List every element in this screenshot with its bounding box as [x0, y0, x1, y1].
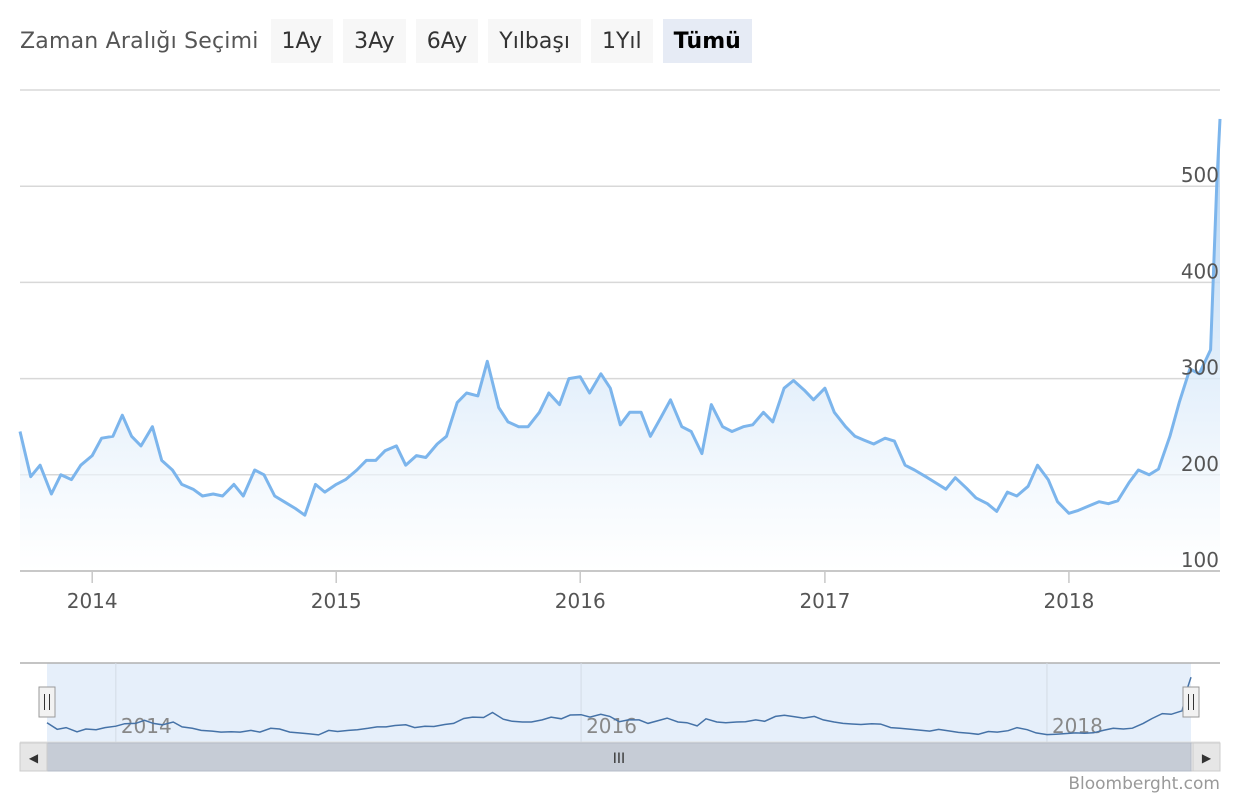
range-selector-label: Zaman Aralığı Seçimi [20, 28, 259, 54]
y-tick-label-200: 200 [1181, 452, 1219, 476]
range-button-all[interactable]: Tümü [662, 19, 752, 63]
navigator-selected-range [47, 663, 1191, 742]
y-tick-label-300: 300 [1181, 356, 1219, 380]
x-tick-label-2017: 2017 [799, 589, 850, 613]
range-button-3-months[interactable]: 3Ay [343, 19, 406, 63]
range-button-6-months[interactable]: 6Ay [415, 19, 479, 63]
credit-text[interactable]: Bloomberght.com [1068, 774, 1220, 794]
series-area [20, 118, 1220, 572]
navigator-left-handle[interactable] [38, 686, 56, 718]
y-tick-label-100: 100 [1181, 548, 1219, 572]
x-tick-label-2015: 2015 [311, 589, 362, 613]
y-tick-label-400: 400 [1181, 259, 1219, 283]
scrollbar-left-button[interactable] [19, 742, 48, 772]
y-tick-label-500: 500 [1181, 163, 1219, 187]
range-button-1-month[interactable]: 1Ay [270, 19, 334, 63]
navigator-right-handle[interactable] [1182, 686, 1200, 718]
x-tick-label-2014: 2014 [67, 589, 118, 613]
scroll-right-arrow-icon: ▶ [1202, 751, 1212, 765]
x-tick-label-2016: 2016 [555, 589, 606, 613]
range-button-1-year[interactable]: 1Yıl [590, 19, 653, 63]
range-selector: Zaman Aralığı Seçimi 1Ay 3Ay 6Ay Yılbaşı… [20, 18, 762, 64]
range-button-ytd[interactable]: Yılbaşı [488, 19, 581, 63]
x-tick-label-2018: 2018 [1043, 589, 1094, 613]
navigator-series-line [46, 676, 1192, 736]
navigator-label-2014: 2014 [121, 714, 172, 738]
series-line [18, 118, 1222, 517]
scrollbar-right-button[interactable] [1192, 742, 1221, 772]
scrollbar-grip-icon: III [613, 751, 625, 767]
scrollbar-thumb[interactable] [46, 742, 1192, 772]
scroll-left-arrow-icon: ◀ [29, 751, 39, 765]
